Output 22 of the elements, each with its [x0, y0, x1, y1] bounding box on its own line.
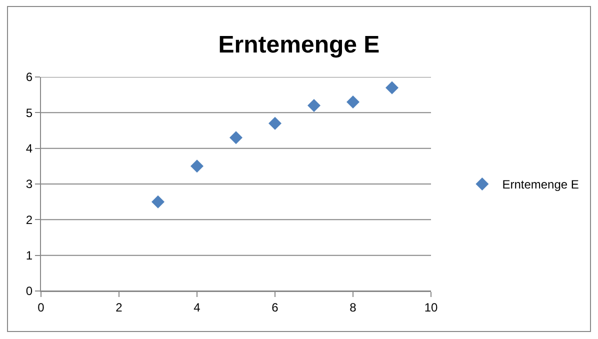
- y-tick-label: 5: [26, 106, 33, 120]
- x-tick-label: 0: [38, 300, 45, 314]
- point: [230, 131, 242, 144]
- point: [386, 81, 398, 94]
- x-tick-label: 6: [272, 300, 279, 314]
- chart-title: Erntemenge E: [218, 31, 380, 58]
- point: [190, 160, 204, 173]
- point: [346, 95, 360, 108]
- y-tick-label: 4: [26, 142, 33, 156]
- legend-label: Erntemenge E: [502, 178, 579, 192]
- y-tick-label: 2: [26, 212, 33, 227]
- point: [308, 99, 320, 112]
- x-tick-label: 10: [424, 300, 438, 314]
- y-tick-label: 3: [26, 177, 33, 192]
- y-tick-label: 1: [26, 248, 33, 263]
- x-tick-label: 4: [194, 300, 201, 314]
- x-tick-label: 8: [350, 300, 357, 314]
- point: [152, 195, 164, 208]
- x-tick-label: 2: [116, 300, 123, 314]
- y-tick-label: 0: [26, 284, 33, 298]
- point: [268, 116, 282, 130]
- y-tick-label: 6: [26, 70, 33, 84]
